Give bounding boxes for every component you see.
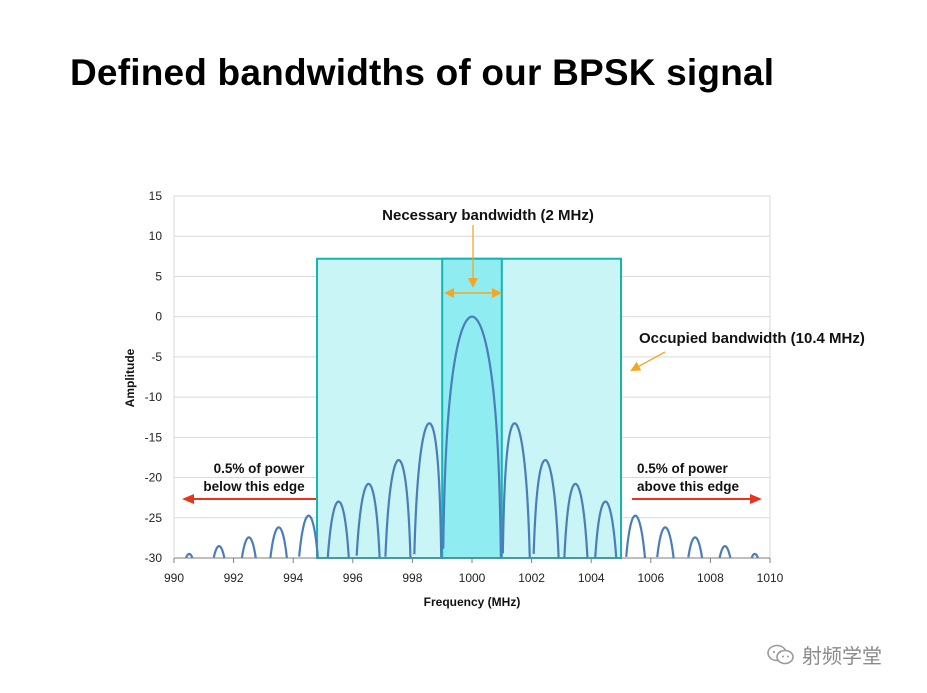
x-tick-label: 1010	[757, 571, 784, 585]
y-tick-label: -5	[151, 350, 162, 364]
wechat-icon	[766, 644, 796, 666]
x-tick-label: 996	[343, 571, 363, 585]
axes	[173, 196, 771, 563]
x-axis-title: Frequency (MHz)	[424, 595, 521, 609]
necessary-bandwidth-band	[441, 257, 503, 559]
occupied-bandwidth-label: Occupied bandwidth (10.4 MHz)	[639, 330, 865, 347]
bandwidth-bands	[316, 257, 622, 559]
x-tick-label: 1000	[459, 571, 486, 585]
y-tick-label: -30	[145, 551, 163, 565]
y-tick-label: -25	[145, 511, 163, 525]
x-tick-label: 998	[402, 571, 422, 585]
y-tick-label: -15	[145, 430, 163, 444]
y-tick-label: 10	[149, 229, 163, 243]
x-tick-label: 992	[224, 571, 244, 585]
y-tick-label: -20	[145, 471, 163, 485]
x-tick-label: 1004	[578, 571, 605, 585]
spectrum-line	[185, 315, 760, 559]
watermark: 射频学堂	[766, 640, 882, 669]
x-tick-label: 990	[164, 571, 184, 585]
x-tick-label: 1002	[518, 571, 545, 585]
y-tick-label: -10	[145, 390, 163, 404]
spectrum-curve	[185, 315, 760, 559]
y-tick-labels: 15 10 5 0 -5 -10 -15 -20 -25 -30	[145, 189, 163, 565]
x-tick-labels: 990 992 994 996 998 1000 1002 1004 1006 1008 1010	[164, 571, 784, 585]
right-edge-label-line2: above this edge	[637, 479, 740, 494]
y-tick-label: 5	[155, 269, 162, 283]
left-edge-label-line2: below this edge	[203, 479, 305, 494]
right-edge-label-line1: 0.5% of power	[637, 461, 729, 476]
y-tick-label: 0	[155, 310, 162, 324]
x-tick-label: 994	[283, 571, 303, 585]
x-tick-label: 1008	[697, 571, 724, 585]
x-tick-label: 1006	[637, 571, 664, 585]
watermark-text: 射频学堂	[802, 644, 882, 668]
necessary-bandwidth-label: Necessary bandwidth (2 MHz)	[382, 207, 594, 224]
occupied-pointer-arrow	[630, 351, 666, 371]
left-edge-label-line1: 0.5% of power	[214, 461, 306, 476]
slide-title: Defined bandwidths of our BPSK signal	[70, 52, 775, 93]
y-tick-label: 15	[149, 189, 163, 203]
y-axis-title: Amplitude	[123, 348, 137, 407]
